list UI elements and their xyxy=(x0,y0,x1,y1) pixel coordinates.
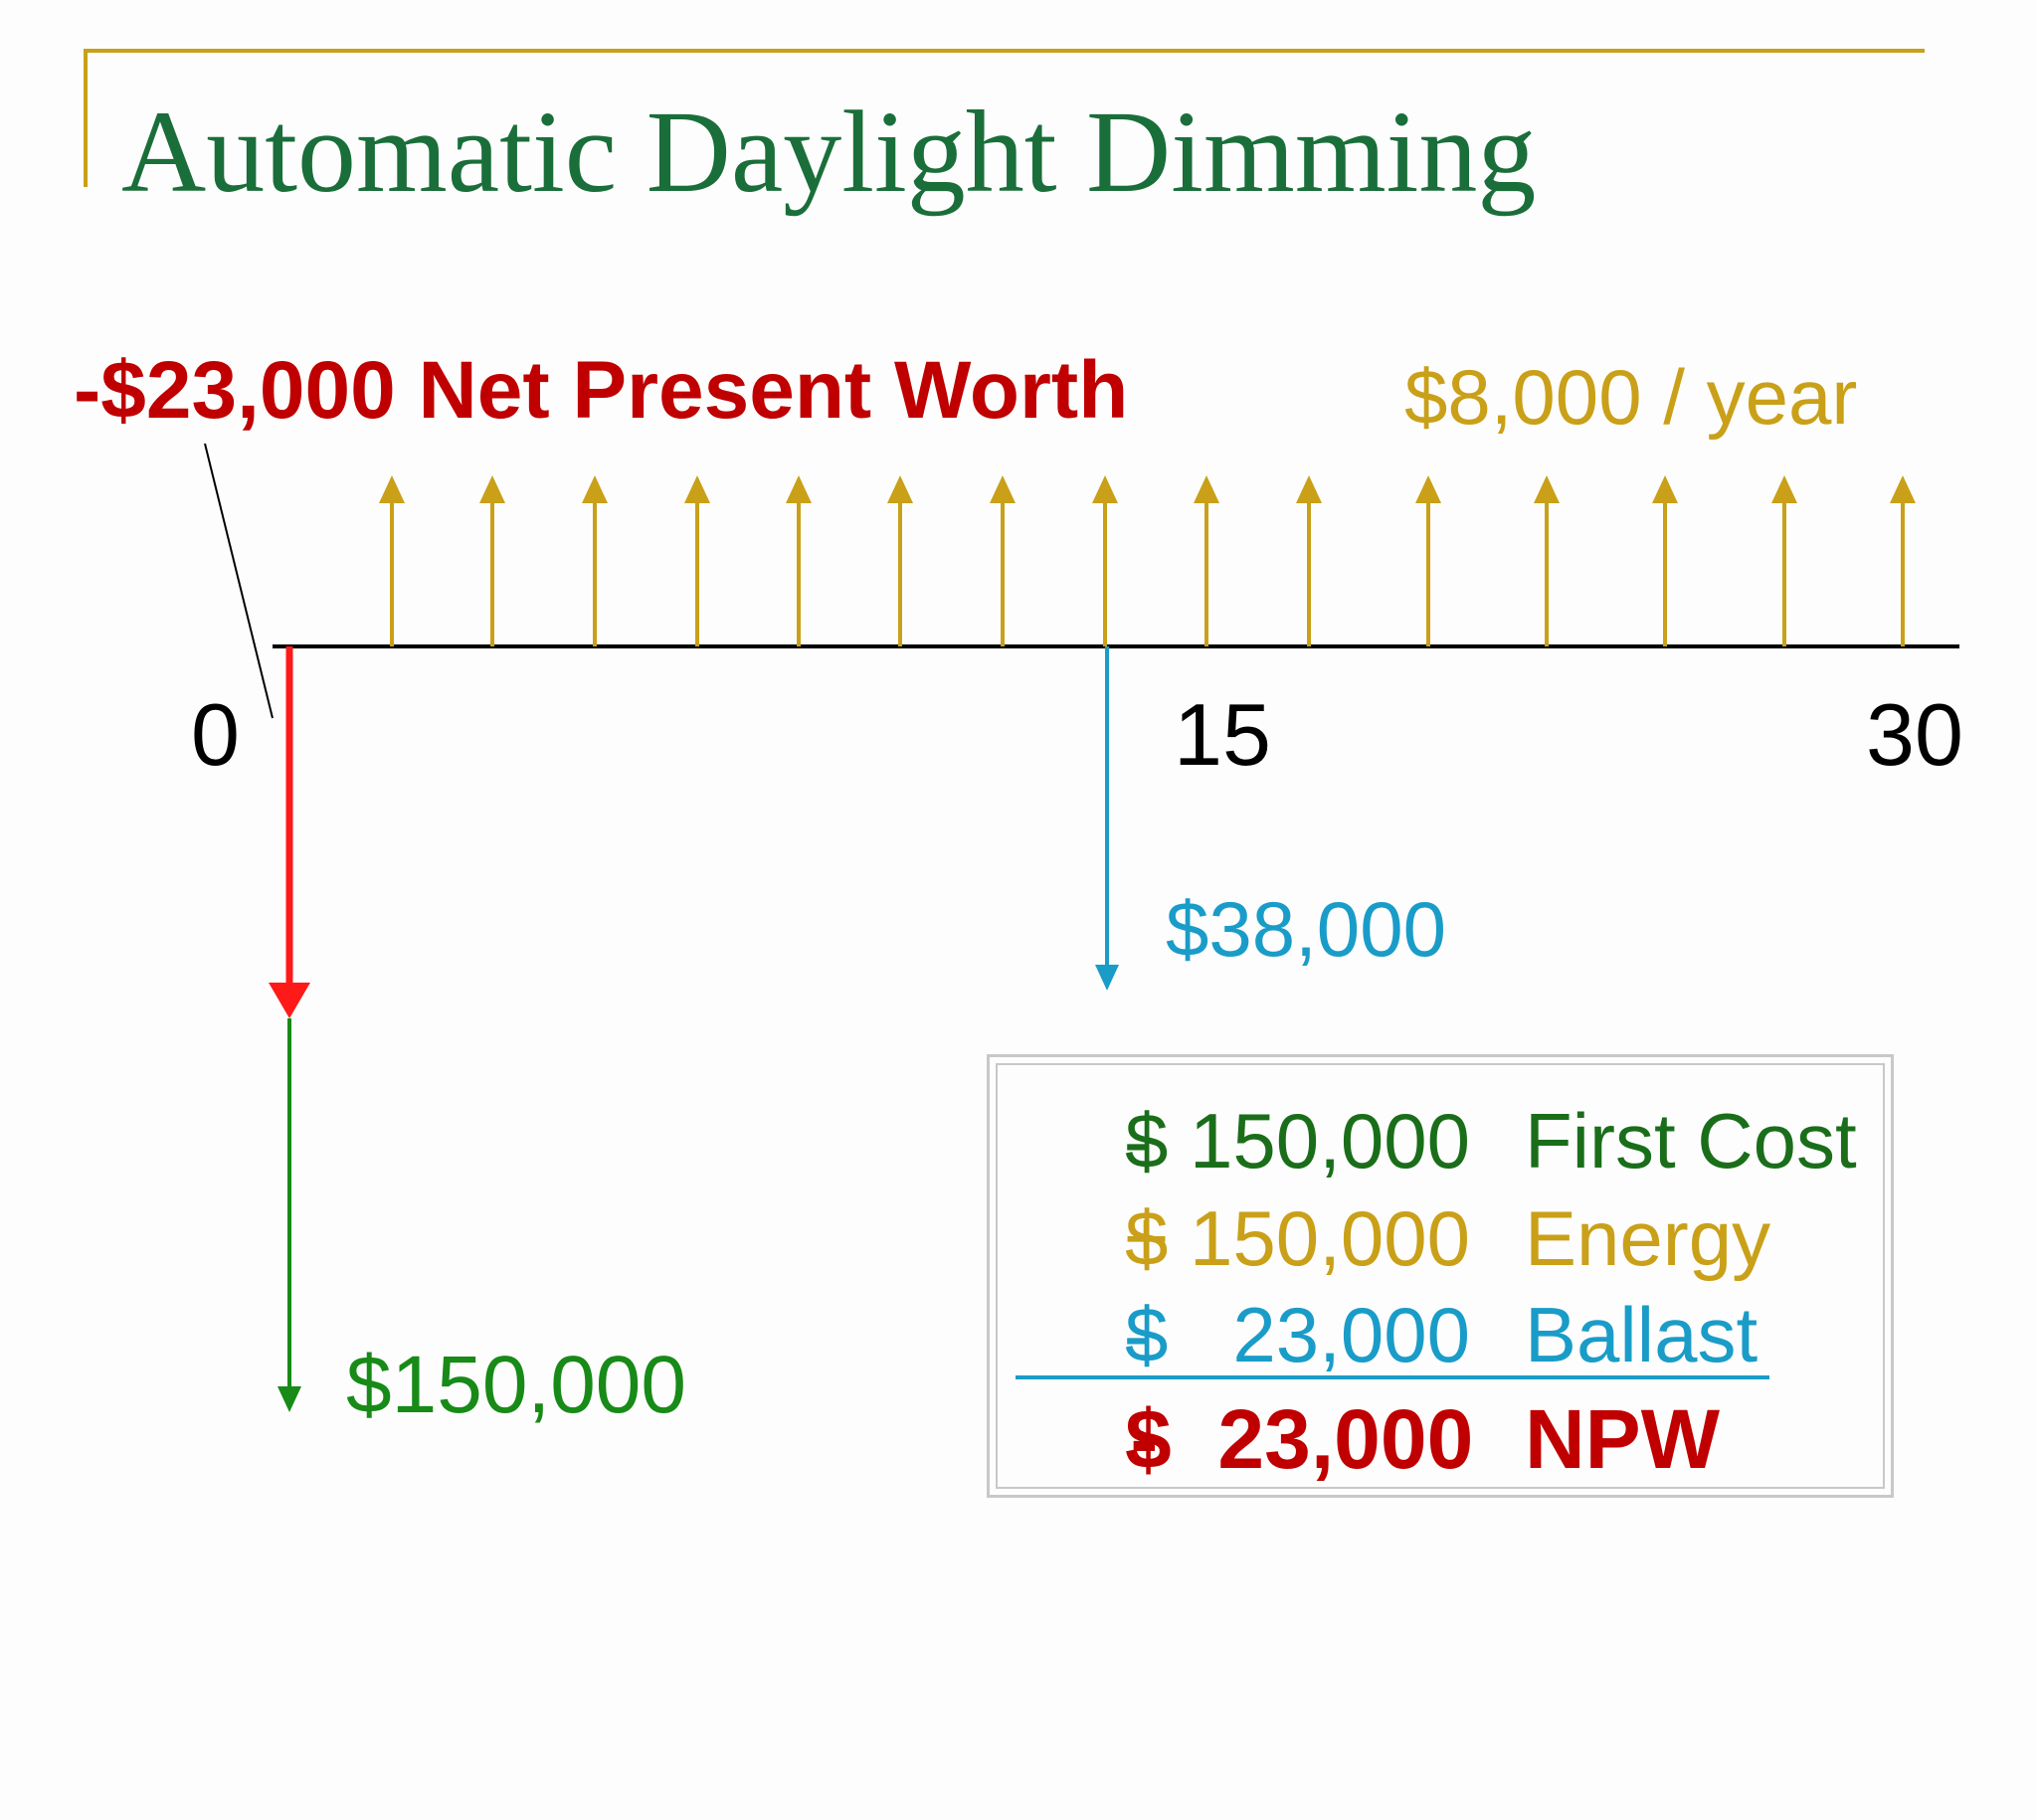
salvage-value-label: $38,000 xyxy=(1166,885,1446,973)
summary-amount: $ 23,000 xyxy=(1125,1291,1470,1378)
summary-sign: - xyxy=(1123,1291,1150,1378)
annual-savings-arrow-head xyxy=(1890,475,1916,503)
first-cost-label: $150,000 xyxy=(346,1340,687,1430)
net-present-worth-label: -$23,000 Net Present Worth xyxy=(74,345,1129,436)
npw-leader-line xyxy=(204,443,274,719)
summary-row-energy: + $ 150,000 Energy xyxy=(1037,1199,1770,1587)
annual-savings-arrow-head xyxy=(684,475,710,503)
annual-savings-arrow-head xyxy=(1092,475,1118,503)
annual-savings-label: $8,000 / year xyxy=(1404,353,1858,441)
annual-savings-arrow-head xyxy=(1296,475,1322,503)
annual-savings-arrow-head xyxy=(479,475,505,503)
summary-row-npw-total: - $ 23,000 NPW xyxy=(1037,1397,1720,1815)
annual-savings-arrow-head xyxy=(990,475,1016,503)
summary-sign: - xyxy=(1123,1097,1150,1184)
annual-savings-arrow-head xyxy=(1652,475,1678,503)
annual-savings-arrow-head xyxy=(582,475,608,503)
annual-savings-arrow-head xyxy=(887,475,913,503)
summary-description: First Cost xyxy=(1525,1097,1857,1184)
annual-savings-arrow-head xyxy=(1415,475,1441,503)
annual-savings-arrow-head xyxy=(786,475,812,503)
summary-description: NPW xyxy=(1525,1392,1720,1486)
summary-sign: + xyxy=(1123,1194,1170,1282)
first-cost-arrow-head xyxy=(278,1386,301,1412)
annual-savings-arrow-head xyxy=(379,475,405,503)
summary-amount: $ 150,000 xyxy=(1125,1097,1471,1184)
cash-flow-diagram xyxy=(84,49,1959,1412)
summary-sign: - xyxy=(1130,1392,1159,1486)
salvage-arrow-head xyxy=(1095,965,1119,991)
npw-summary-box: - $ 150,000 First Cost + $ 150,000 Energ… xyxy=(987,1054,1894,1498)
axis-tick-15: 15 xyxy=(1174,685,1271,784)
annual-savings-arrow-head xyxy=(1194,475,1219,503)
axis-tick-30: 30 xyxy=(1866,685,1963,784)
annual-savings-arrow-head xyxy=(1771,475,1797,503)
annual-savings-arrow-head xyxy=(1534,475,1560,503)
slide-title: Automatic Daylight Dimming xyxy=(121,87,1537,217)
summary-description: Ballast xyxy=(1525,1291,1759,1378)
annual-savings-arrows xyxy=(379,475,1916,646)
summary-row-ballast: - $ 23,000 Ballast xyxy=(1037,1296,1758,1684)
summary-total-rule xyxy=(1016,1375,1769,1379)
summary-amount: $ 23,000 xyxy=(1125,1392,1474,1486)
axis-tick-0: 0 xyxy=(191,685,240,784)
summary-description: Energy xyxy=(1525,1194,1771,1282)
npw-arrow-head xyxy=(269,983,310,1018)
summary-row-first-cost: - $ 150,000 First Cost xyxy=(1037,1102,1857,1490)
summary-amount: $ 150,000 xyxy=(1125,1194,1471,1282)
